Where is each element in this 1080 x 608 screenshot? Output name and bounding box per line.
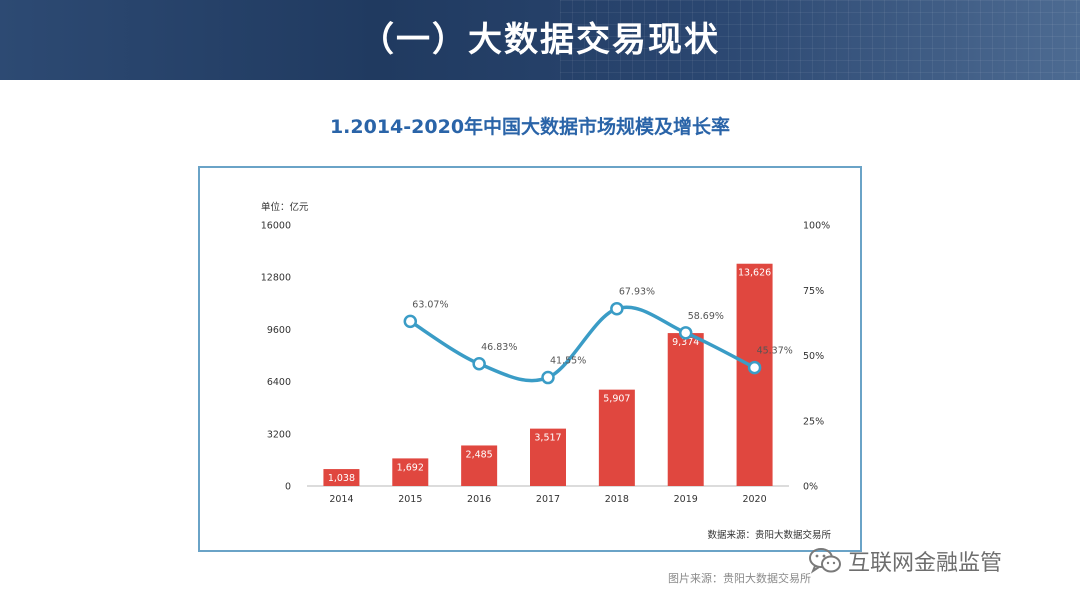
growth-rate-label: 58.69% — [688, 311, 724, 322]
page-title: （一）大数据交易现状 — [360, 20, 720, 60]
bar-value-label: 1,692 — [397, 462, 424, 473]
header-grid-pattern — [560, 0, 1080, 80]
x-tick-label: 2016 — [467, 494, 491, 505]
growth-rate-point-2017 — [541, 370, 555, 385]
chart-title: 1.2014-2020年中国大数据市场规模及增长率 — [329, 116, 731, 138]
x-tick-label: 2015 — [398, 494, 422, 505]
growth-rate-point-2015 — [403, 314, 418, 329]
watermark-text: 互联网金融监管 — [848, 551, 1003, 576]
growth-rate-label: 67.93% — [619, 287, 655, 298]
watermark: 互联网金融监管 — [808, 544, 1002, 578]
wechat-icon — [809, 548, 841, 574]
y-left-tick-label: 9600 — [267, 325, 291, 336]
bar-value-label: 13,626 — [738, 268, 771, 279]
bar-2018 — [598, 389, 635, 486]
growth-rate-label: 41.55% — [550, 356, 586, 367]
y-left-tick-label: 3200 — [267, 429, 291, 440]
y-left-tick-label: 0 — [285, 482, 291, 493]
bar-value-label: 9,374 — [672, 337, 699, 348]
x-tick-label: 2019 — [674, 494, 698, 505]
y-right-tick-label: 0% — [803, 482, 818, 493]
y-left-tick-label: 12800 — [261, 273, 291, 284]
growth-rate-point-2019 — [678, 326, 693, 340]
bar-value-label: 2,485 — [466, 449, 493, 460]
y-right-tick-label: 100% — [803, 221, 830, 232]
bar-2014 — [323, 469, 360, 486]
y-right-tick-label: 25% — [803, 416, 824, 427]
growth-rate-label: 45.37% — [757, 346, 793, 357]
y-left-tick-label: 6400 — [267, 377, 291, 388]
x-tick-label: 2014 — [329, 494, 353, 505]
header-banner: （一）大数据交易现状 — [0, 0, 1080, 80]
chart-source-note: 数据来源：贵阳大数据交易所 — [707, 529, 831, 541]
bar-value-label: 1,038 — [328, 473, 355, 484]
x-tick-label: 2020 — [742, 494, 766, 505]
market-size-chart: 单位：亿元 数据来源：贵阳大数据交易所 0 3200 6400 9600 12800 16… — [261, 201, 832, 541]
y-right-tick-label: 50% — [803, 351, 824, 362]
bar-2020 — [736, 263, 773, 486]
growth-rate-label: 63.07% — [412, 299, 448, 310]
growth-rate-point-2020 — [747, 360, 762, 375]
bar-2017 — [530, 428, 566, 486]
growth-rate-point-2018 — [610, 301, 624, 316]
bar-2016 — [461, 445, 498, 486]
growth-rate-label: 46.83% — [481, 342, 517, 353]
bar-2015 — [392, 458, 429, 486]
unit-label: 单位：亿元 — [261, 201, 309, 213]
bar-value-label: 5,907 — [603, 394, 630, 405]
y-right-tick-label: 75% — [803, 286, 824, 297]
image-source-caption: 图片来源：贵阳大数据交易所 — [668, 572, 811, 585]
x-tick-label: 2018 — [605, 494, 629, 505]
y-left-tick-label: 16000 — [261, 221, 291, 232]
bar-value-label: 3,517 — [534, 433, 561, 444]
bar-2019 — [667, 333, 704, 486]
x-tick-label: 2017 — [536, 494, 560, 505]
growth-rate-point-2016 — [472, 357, 486, 371]
chart-frame: 单位：亿元 数据来源：贵阳大数据交易所 0 3200 6400 9600 12800 16… — [198, 166, 862, 552]
